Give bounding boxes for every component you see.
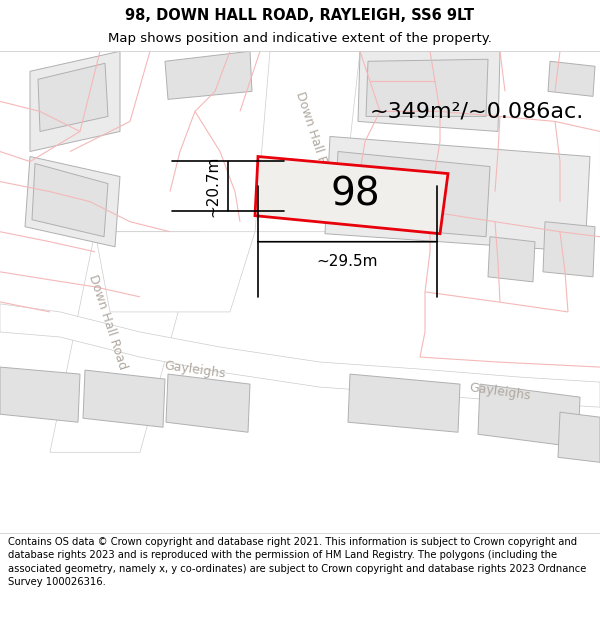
Polygon shape bbox=[25, 156, 120, 247]
Text: Map shows position and indicative extent of the property.: Map shows position and indicative extent… bbox=[108, 32, 492, 45]
Polygon shape bbox=[83, 370, 165, 428]
Polygon shape bbox=[558, 412, 600, 462]
Text: Down Hall Road: Down Hall Road bbox=[293, 91, 337, 189]
Text: ~349m²/~0.086ac.: ~349m²/~0.086ac. bbox=[370, 101, 584, 121]
Text: 98, DOWN HALL ROAD, RAYLEIGH, SS6 9LT: 98, DOWN HALL ROAD, RAYLEIGH, SS6 9LT bbox=[125, 8, 475, 23]
Text: Gayleighs: Gayleighs bbox=[163, 359, 227, 381]
Polygon shape bbox=[548, 61, 595, 96]
Text: ~20.7m: ~20.7m bbox=[205, 156, 220, 217]
Polygon shape bbox=[95, 232, 255, 312]
Polygon shape bbox=[543, 222, 595, 277]
Polygon shape bbox=[38, 63, 108, 131]
Polygon shape bbox=[348, 374, 460, 432]
Text: Gayleighs: Gayleighs bbox=[469, 381, 532, 403]
Polygon shape bbox=[255, 51, 360, 232]
Text: Contains OS data © Crown copyright and database right 2021. This information is : Contains OS data © Crown copyright and d… bbox=[8, 537, 586, 587]
Text: 98: 98 bbox=[331, 176, 380, 214]
Polygon shape bbox=[488, 237, 535, 282]
Text: ~29.5m: ~29.5m bbox=[317, 254, 378, 269]
Polygon shape bbox=[32, 164, 108, 237]
Polygon shape bbox=[166, 374, 250, 432]
Polygon shape bbox=[165, 51, 252, 99]
Polygon shape bbox=[366, 59, 488, 116]
Polygon shape bbox=[478, 384, 580, 448]
Polygon shape bbox=[0, 367, 80, 423]
Polygon shape bbox=[50, 232, 200, 452]
Polygon shape bbox=[334, 151, 490, 237]
Polygon shape bbox=[358, 51, 500, 131]
Polygon shape bbox=[30, 51, 120, 151]
Polygon shape bbox=[325, 136, 590, 252]
Polygon shape bbox=[0, 304, 600, 407]
Polygon shape bbox=[255, 156, 448, 234]
Text: Down Hall Road: Down Hall Road bbox=[86, 272, 130, 371]
